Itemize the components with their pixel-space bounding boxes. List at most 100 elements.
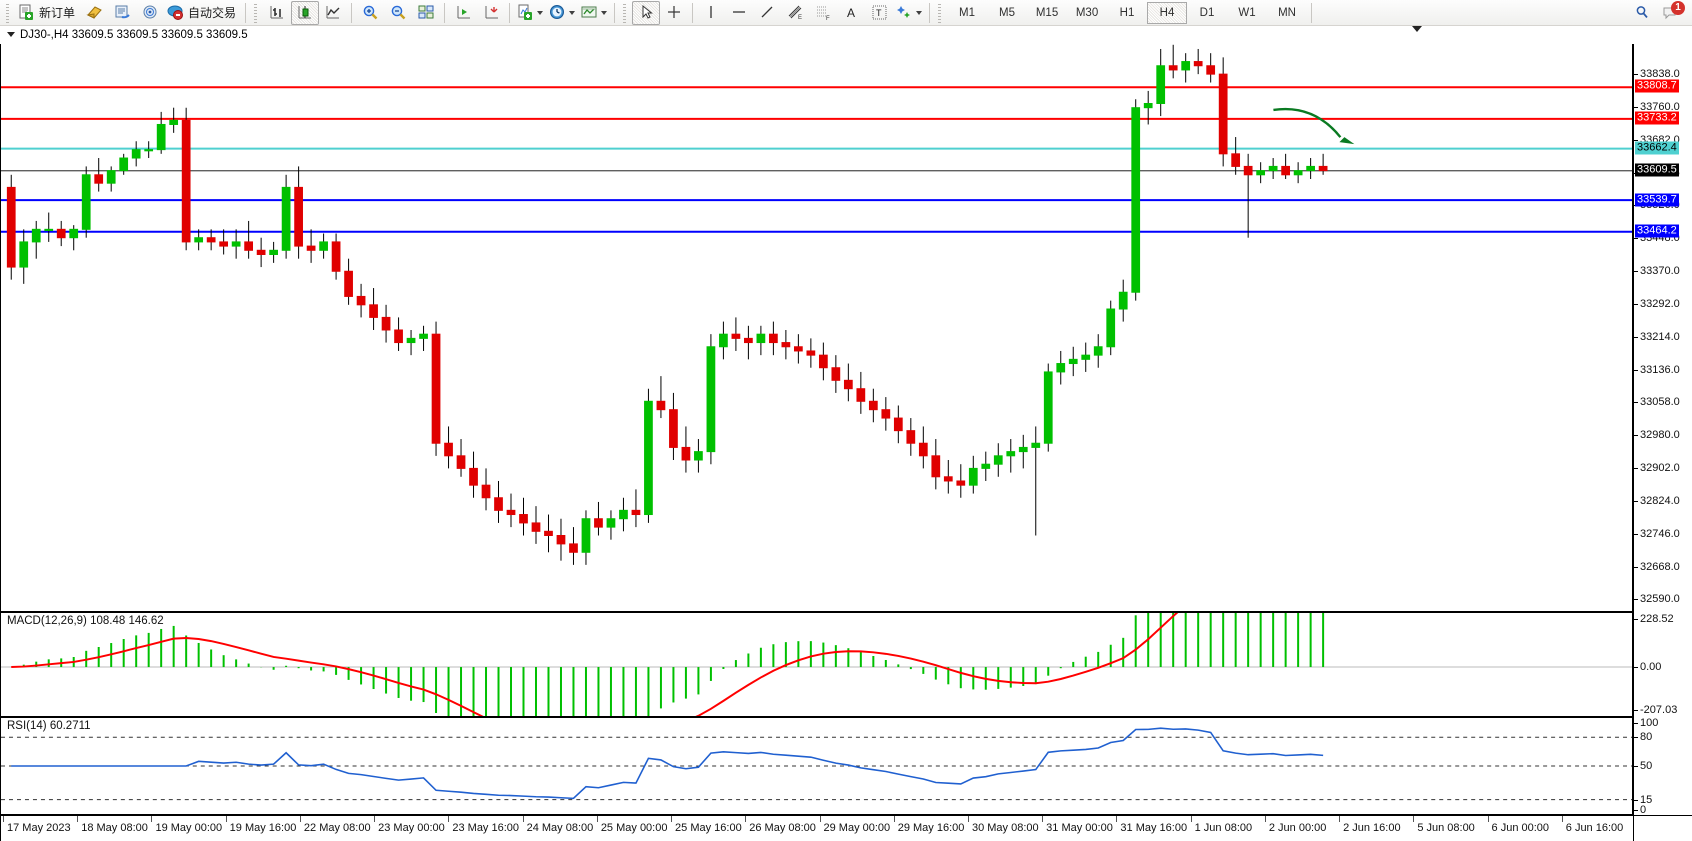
fibonacci-button[interactable]: F	[809, 1, 837, 25]
vertical-line-button[interactable]	[697, 1, 725, 25]
chevron-down-icon[interactable]	[537, 10, 544, 15]
timeframe-d1[interactable]: D1	[1199, 6, 1215, 19]
rsi-tick-label: 100	[1640, 717, 1659, 729]
time-tick	[1339, 816, 1341, 822]
bar-chart-button[interactable]	[263, 1, 291, 25]
timeframe-m15[interactable]: M15	[1035, 6, 1059, 19]
trendline-button[interactable]	[753, 1, 781, 25]
timeframe-m30[interactable]: M30	[1075, 6, 1099, 19]
chevron-down-icon-symbol[interactable]	[7, 32, 15, 37]
price-scale[interactable]: 33916.033838.033760.033682.033609.533526…	[1633, 27, 1692, 612]
autotrade-label: 自动交易	[188, 6, 237, 20]
rsi-tick	[1634, 766, 1638, 767]
zoom-out-button[interactable]	[384, 1, 412, 25]
timeframe-h4[interactable]: H4	[1147, 1, 1188, 24]
tile-windows-button[interactable]	[412, 1, 440, 25]
candle	[356, 283, 366, 318]
timeframe-m1[interactable]: M1	[959, 6, 976, 19]
candle	[881, 397, 891, 431]
line-chart-button[interactable]	[319, 1, 347, 25]
timeframe-h1[interactable]: H1	[1119, 6, 1135, 19]
expert-advisor-button[interactable]	[80, 1, 108, 25]
price-chart-canvas[interactable]	[1, 28, 1632, 611]
macd-panel[interactable]: MACD(12,26,9) 108.48 146.62	[0, 612, 1633, 717]
time-tick	[151, 816, 153, 822]
data-window-button[interactable]	[136, 1, 164, 25]
candlestick-chart-button[interactable]	[291, 0, 320, 25]
candle	[19, 229, 29, 284]
chevron-down-icon-3[interactable]	[601, 10, 608, 15]
zoom-in-button[interactable]	[356, 1, 384, 25]
chevron-down-icon-2[interactable]	[569, 10, 576, 15]
toolbar-grip-4[interactable]	[937, 2, 945, 23]
candle	[656, 376, 666, 419]
candle	[968, 455, 978, 494]
candle	[519, 497, 528, 536]
crosshair-button[interactable]	[660, 1, 688, 25]
rsi-label: RSI(14) 60.2711	[7, 720, 91, 732]
price-tick	[1634, 599, 1638, 601]
price-tag-resistance-2[interactable]: 33733.2	[1635, 111, 1679, 125]
price-tick	[1634, 369, 1638, 371]
macd-canvas	[1, 613, 1632, 716]
time-tick	[1190, 816, 1192, 822]
equidistant-channel-button[interactable]: E	[781, 1, 809, 25]
candle	[1318, 153, 1328, 175]
price-tag-bid-line[interactable]: 33609.5	[1635, 163, 1679, 177]
candle	[6, 174, 16, 280]
time-tick	[596, 816, 598, 822]
autotrade-button[interactable]: 自动交易	[164, 1, 241, 25]
time-tick	[1487, 816, 1489, 822]
time-tick	[522, 816, 524, 822]
data-window-icon	[143, 5, 157, 19]
toolbar-separator	[245, 2, 247, 23]
rsi-tick-label: 80	[1640, 730, 1653, 743]
chart-shift-button[interactable]	[477, 1, 505, 25]
autotrade-icon	[167, 5, 184, 20]
timeframe-m5[interactable]: M5	[999, 6, 1016, 19]
horizontal-line-button[interactable]	[725, 1, 753, 25]
price-tag-support-2[interactable]: 33464.2	[1635, 224, 1679, 238]
price-tag-ask-line[interactable]: 33662.4	[1635, 141, 1679, 155]
indicators-button[interactable]	[514, 1, 546, 25]
chevron-down-icon-4[interactable]	[916, 10, 923, 15]
toolbar-grip[interactable]	[5, 2, 12, 23]
new-order-button[interactable]: 新订单	[15, 1, 80, 25]
candle	[1143, 90, 1153, 125]
candle	[206, 229, 216, 251]
time-axis[interactable]: 17 May 2023 18 May 08:00 19 May 00:00 19 Ma…	[0, 815, 1633, 841]
price-tick	[1634, 271, 1638, 273]
chart-scroll-caret[interactable]	[1412, 26, 1422, 32]
terminal-button[interactable]	[108, 1, 136, 25]
candle	[943, 460, 953, 494]
price-tick-label: 32902.0	[1640, 462, 1680, 475]
timeframe-w1[interactable]: W1	[1238, 6, 1256, 19]
text-label-button[interactable]: T	[865, 1, 893, 25]
alerts-button[interactable]: 1	[1656, 0, 1685, 25]
search-button[interactable]	[1628, 1, 1656, 25]
text-button[interactable]: A	[837, 1, 865, 25]
time-tick	[77, 816, 79, 822]
price-tag-resistance-1[interactable]: 33808.7	[1635, 79, 1679, 93]
timeframe-mn[interactable]: MN	[1278, 6, 1296, 19]
zoom-in-icon	[363, 5, 377, 20]
toolbar-grip-3[interactable]	[622, 2, 630, 23]
candle	[1231, 137, 1241, 175]
periods-button[interactable]	[546, 1, 578, 25]
shapes-button[interactable]	[893, 1, 925, 25]
trendline-icon	[761, 6, 772, 18]
templates-button[interactable]	[578, 1, 610, 25]
cursor-button[interactable]	[632, 0, 661, 25]
toolbar-grip-2[interactable]	[253, 2, 261, 23]
terminal-icon	[115, 5, 130, 19]
auto-scroll-button[interactable]	[449, 1, 477, 25]
time-tick-label: 1 Jun 08:00	[1194, 822, 1253, 834]
candle	[306, 229, 316, 263]
candle	[893, 405, 903, 444]
price-chart-panel[interactable]	[0, 27, 1633, 612]
rsi-panel[interactable]: RSI(14) 60.2711	[0, 717, 1633, 815]
equidistant-channel-icon: E	[788, 5, 802, 21]
price-tag-support-1[interactable]: 33539.7	[1635, 193, 1679, 207]
candle	[506, 493, 516, 528]
templates-icon	[581, 6, 597, 18]
